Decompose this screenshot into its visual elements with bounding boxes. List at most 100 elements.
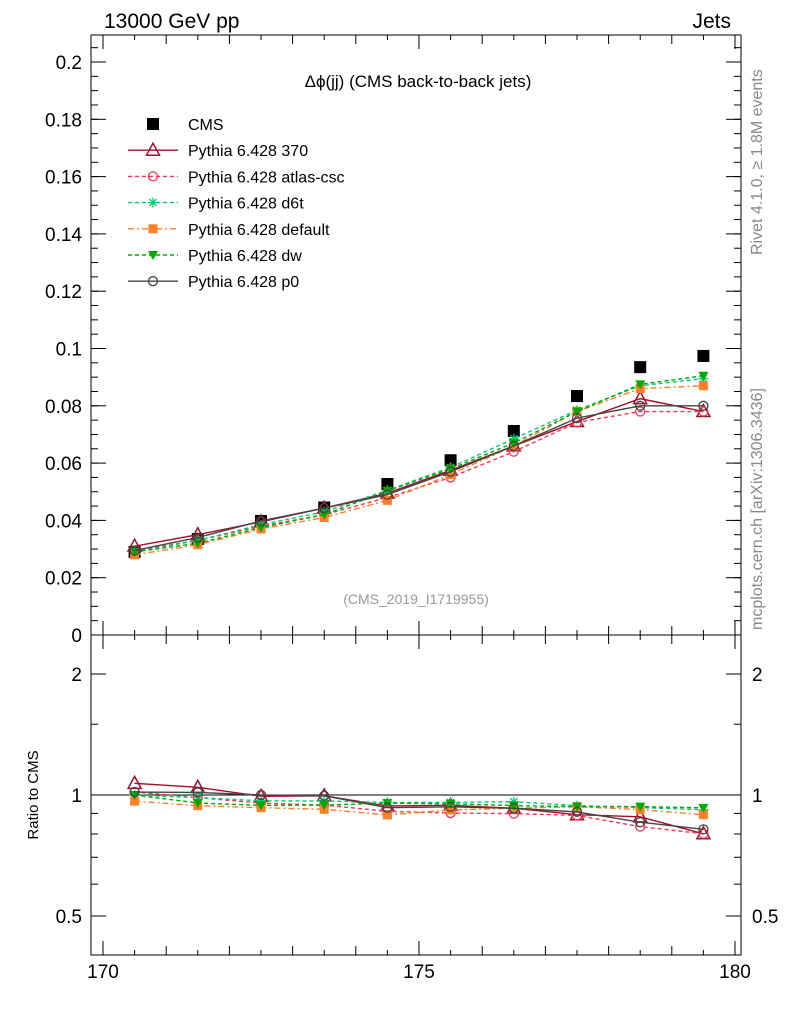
y-tick-label: 0.06 <box>45 454 82 475</box>
series-6-point <box>508 440 519 452</box>
series-5-point <box>319 510 330 520</box>
series-5-ratio-point <box>635 802 646 812</box>
series-5-ratio-point <box>698 803 709 813</box>
legend-label: CMS <box>188 117 224 134</box>
series-3-point <box>508 433 519 444</box>
legend-marker <box>148 251 158 260</box>
y-tick-label: 0.08 <box>45 397 82 418</box>
series-6-ratio-point <box>698 824 709 835</box>
series-6-ratio-line <box>134 791 704 831</box>
series-0-point <box>507 425 520 438</box>
ratio-y-tick-label-right: 1 <box>752 786 763 807</box>
series-6-ratio-point <box>129 786 140 798</box>
y-tick-label: 0.2 <box>56 53 82 74</box>
series-6-point <box>192 532 203 543</box>
mcplots-label: mcplots.cern.ch [arXiv:1306.3436] <box>749 388 766 630</box>
series-1-ratio-line <box>134 782 704 835</box>
legend-marker <box>148 197 158 208</box>
legend-label: Pythia 6.428 dw <box>188 248 302 265</box>
legend-label: Pythia 6.428 d6t <box>188 196 304 213</box>
series-4-ratio-point <box>698 810 708 820</box>
series-6-line <box>134 405 704 552</box>
series-5-line <box>134 375 704 553</box>
series-6-point <box>445 466 456 477</box>
y-tick-label: 0 <box>71 626 82 647</box>
series-5-ratio-point <box>319 801 330 811</box>
series-6-point <box>698 400 709 411</box>
series-6-ratio-point <box>192 787 203 798</box>
series-6-point <box>382 489 393 500</box>
ratio-y-tick-label: 2 <box>71 665 82 686</box>
series-6-ratio-point <box>571 806 583 818</box>
y-tick-label: 0.1 <box>56 340 82 361</box>
series-3-ratio-line <box>134 794 704 811</box>
watermark: (CMS_2019_I1719955) <box>343 591 489 607</box>
series-4-ratio-point <box>446 805 456 815</box>
series-3-line <box>134 377 704 553</box>
series-5-ratio-point <box>256 801 266 811</box>
series-2-point <box>698 406 709 417</box>
series-4-ratio-line <box>134 800 704 816</box>
series-5-point <box>572 407 582 417</box>
series-0-point <box>697 349 710 362</box>
x-tick-label: 175 <box>403 962 435 983</box>
series-4-point <box>382 495 392 505</box>
series-0-point <box>634 361 647 374</box>
series-4-point <box>698 381 708 391</box>
x-tick-label: 170 <box>87 962 119 983</box>
series-4-line <box>134 385 704 556</box>
y-tick-label: 0.16 <box>45 168 82 189</box>
ratio-y-tick-label: 0.5 <box>56 907 82 928</box>
series-3-ratio-point <box>256 795 266 806</box>
y-tick-label: 0.04 <box>45 511 82 532</box>
rivet-label: Rivet 4.1.0, ≥ 1.8M events <box>749 69 766 255</box>
series-6-ratio-point <box>635 817 646 828</box>
series-5-ratio-point <box>129 791 140 800</box>
series-6-ratio-point <box>508 803 519 814</box>
series-6-ratio-point <box>319 790 330 801</box>
series-5-ratio-point <box>445 799 456 809</box>
legend-label: Pythia 6.428 atlas-csc <box>188 169 345 186</box>
series-5-point <box>508 439 519 449</box>
series-5-ratio-point <box>192 798 203 808</box>
header-left: 13000 GeV pp <box>104 10 239 33</box>
series-3-ratio-point <box>319 795 330 806</box>
series-6-point <box>635 400 646 411</box>
legend-label: Pythia 6.428 p0 <box>188 274 299 291</box>
legend-marker <box>147 171 159 182</box>
ratio-ylabel: Ratio to CMS <box>25 750 42 839</box>
legend-marker <box>148 224 158 234</box>
series-6-point <box>129 545 140 556</box>
y-tick-label: 0.18 <box>45 110 82 131</box>
series-5-point <box>635 380 646 390</box>
series-6-ratio-point <box>445 801 456 812</box>
chart-title: Δϕ(jj) (CMS back-to-back jets) <box>305 72 532 91</box>
series-1-ratio-point <box>126 774 143 790</box>
series-5-point <box>698 371 709 381</box>
series-2-point <box>635 406 646 417</box>
header-right: Jets <box>692 10 731 33</box>
series-5-point <box>445 464 456 474</box>
ratio-y-tick-label: 1 <box>71 786 82 807</box>
series-3-ratio-point <box>192 792 203 803</box>
legend-marker <box>145 141 161 156</box>
series-5-point <box>382 486 393 496</box>
series-1-point <box>632 390 648 405</box>
legend-label: Pythia 6.428 default <box>188 222 330 239</box>
x-tick-label: 180 <box>719 962 751 983</box>
series-1-line <box>134 397 704 547</box>
series-6-point <box>255 515 267 527</box>
legend-marker <box>147 276 159 287</box>
legend-label: Pythia 6.428 370 <box>188 143 308 160</box>
series-5-point <box>256 523 266 533</box>
series-0-point <box>444 454 457 467</box>
series-4-point <box>446 470 456 480</box>
y-tick-label: 0.02 <box>45 569 82 590</box>
series-6-point <box>571 412 583 424</box>
series-6-ratio-point <box>255 789 267 801</box>
series-0-point <box>571 390 583 403</box>
series-6-ratio-point <box>382 802 393 813</box>
legend-marker <box>147 118 159 130</box>
series-4-ratio-point <box>130 796 140 806</box>
ratio-y-tick-label-right: 0.5 <box>752 907 778 928</box>
